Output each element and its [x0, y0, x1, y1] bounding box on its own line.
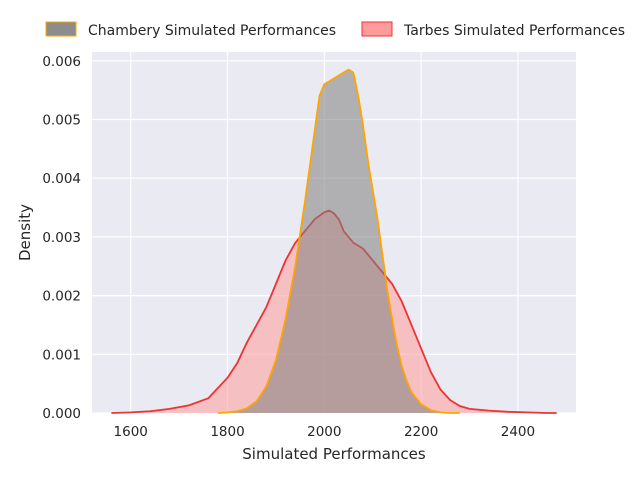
legend: Chambery Simulated Performances Tarbes Si…: [45, 21, 625, 39]
x-tick-label: 1600: [114, 424, 148, 440]
density-series: [111, 68, 557, 414]
x-tick-label: 1800: [210, 424, 244, 440]
legend-label-tarbes: Tarbes Simulated Performances: [403, 23, 625, 39]
legend-swatch-chambery: [45, 21, 77, 37]
y-tick-label: 0.002: [42, 289, 81, 305]
y-tick-label: 0.001: [42, 347, 81, 363]
series-area-chambery: [217, 69, 460, 414]
y-tick-label: 0.003: [42, 230, 81, 246]
x-tick-label: 2400: [501, 424, 535, 440]
axis-ticks: 1600 1800 2000 2200 2400 0.000 0.001 0.002 0.003…: [42, 54, 535, 440]
series-line-chambery: [217, 68, 460, 414]
y-tick-label: 0.004: [42, 171, 81, 187]
y-tick-label: 0.000: [42, 406, 81, 422]
y-axis-label: Density: [16, 204, 34, 261]
legend-label-chambery: Chambery Simulated Performances: [88, 23, 336, 39]
y-tick-label: 0.006: [42, 54, 81, 70]
x-tick-label: 2000: [307, 424, 341, 440]
legend-swatch-tarbes: [361, 21, 393, 37]
x-axis-label: Simulated Performances: [242, 445, 426, 463]
y-tick-label: 0.005: [42, 113, 81, 129]
x-tick-label: 2200: [404, 424, 438, 440]
